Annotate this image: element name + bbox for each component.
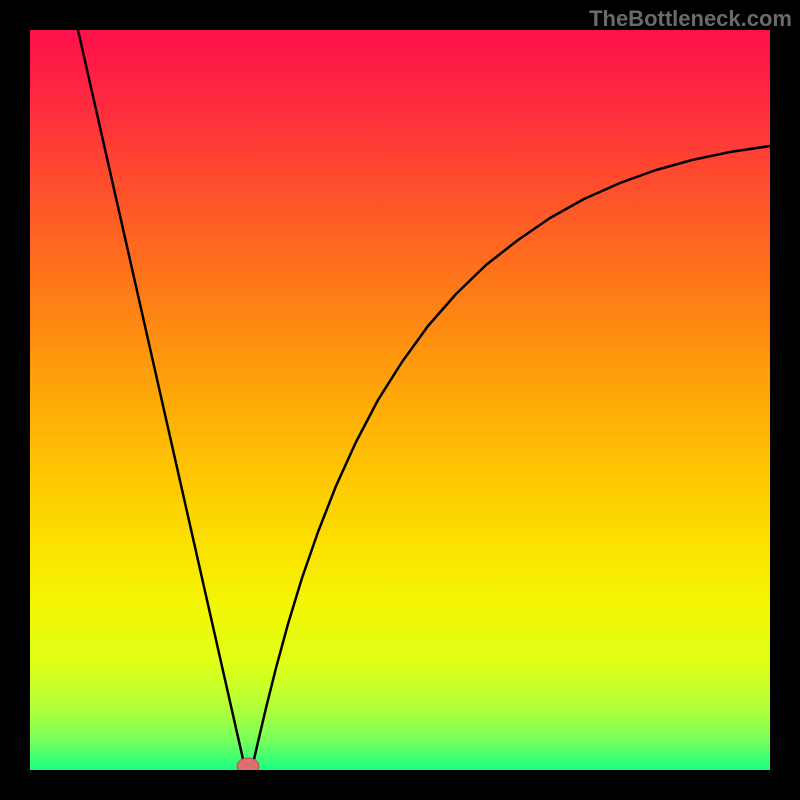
bottleneck-curve	[78, 30, 770, 768]
chart-frame: TheBottleneck.com	[0, 0, 800, 800]
plot-area	[30, 30, 770, 770]
minimum-marker	[237, 758, 259, 770]
watermark-text: TheBottleneck.com	[589, 6, 792, 32]
curve-layer	[30, 30, 770, 770]
